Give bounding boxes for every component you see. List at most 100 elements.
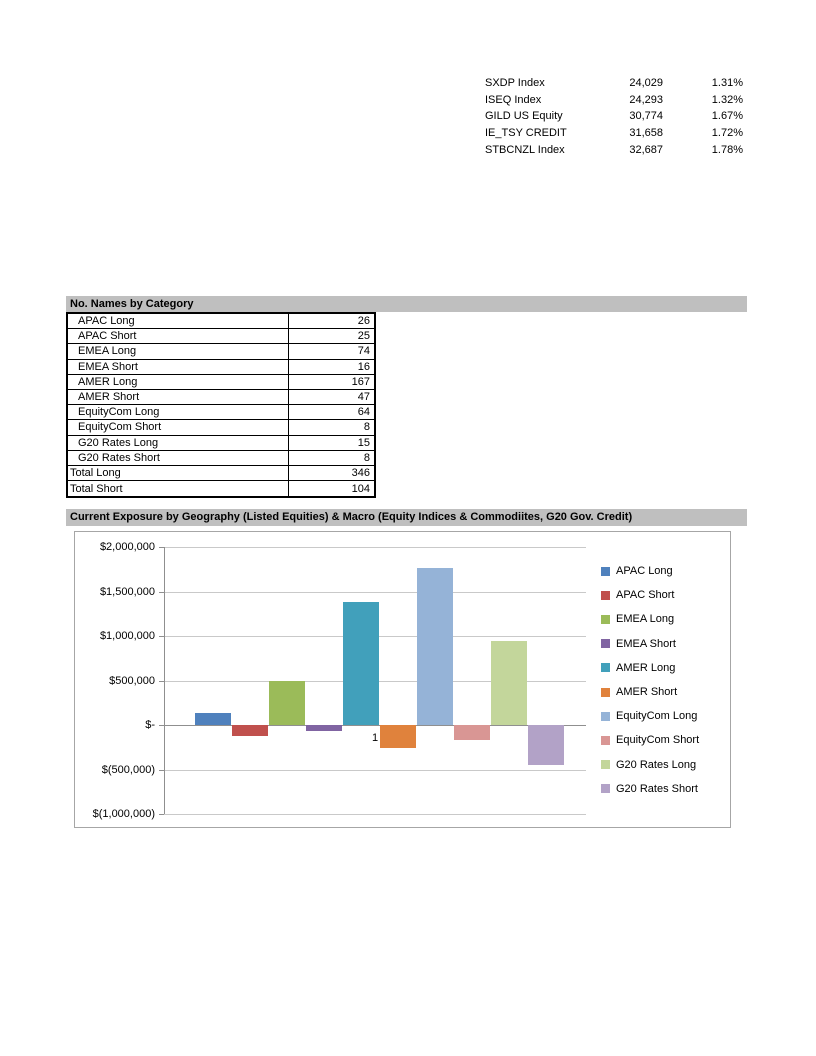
- y-axis-tick: [159, 680, 164, 682]
- legend-item: EMEA Short: [601, 632, 699, 656]
- y-axis-tick: [159, 636, 164, 637]
- index-percent: 1.67%: [711, 110, 743, 123]
- chart-legend: APAC Long APAC Short EMEA Long EMEA Short AM…: [601, 559, 699, 801]
- legend-label: EMEA Long: [616, 613, 675, 626]
- y-tick-label: $1,000,000: [99, 630, 155, 642]
- legend-item: G20 Rates Short: [601, 777, 699, 801]
- index-value: 30,774: [629, 110, 663, 123]
- legend-label: EquityCom Short: [616, 734, 700, 747]
- y-axis-line: [164, 547, 165, 814]
- legend-label: AMER Long: [616, 661, 676, 674]
- y-tick-label: $-: [145, 719, 155, 731]
- category-label: AMER Long: [78, 375, 138, 388]
- category-label: EMEA Long: [78, 345, 137, 358]
- category-label: EquityCom Long: [78, 406, 160, 419]
- index-row: IE_TSY CREDIT 31,658 1.72%: [485, 125, 743, 142]
- legend-swatch: [601, 663, 610, 673]
- y-tick-label: $500,000: [109, 674, 155, 687]
- category-label: APAC Long: [78, 315, 135, 328]
- legend-item: APAC Long: [601, 559, 699, 583]
- category-label: EquityCom Short: [78, 421, 162, 434]
- index-value: 32,687: [629, 143, 663, 156]
- legend-item: AMER Short: [601, 680, 699, 704]
- y-axis-tick: [159, 591, 164, 593]
- y-grid-line: [164, 547, 586, 548]
- y-tick-label: $(1,000,000): [92, 808, 155, 820]
- legend-label: G20 Rates Long: [616, 758, 697, 771]
- index-row: GILD US Equity 30,774 1.67%: [485, 108, 743, 125]
- index-percent: 1.72%: [711, 127, 743, 140]
- legend-label: EMEA Short: [616, 637, 676, 650]
- index-percent: 1.32%: [711, 93, 743, 106]
- index-row: SXDP Index 24,029 1.31%: [485, 75, 743, 92]
- category-row: AMER Long 167: [68, 374, 374, 390]
- legend-label: EquityCom Long: [616, 710, 698, 723]
- category-row: Total Long 346: [68, 465, 374, 482]
- category-row: AMER Short 47: [68, 389, 374, 406]
- index-label: STBCNZL Index: [485, 143, 565, 156]
- y-grid-line: [164, 591, 586, 593]
- legend-swatch: [601, 735, 610, 745]
- legend-swatch: [601, 760, 610, 770]
- category-count: 16: [288, 359, 374, 374]
- exposure-bar-chart: $2,000,000 $1,500,000 $1,000,000 $500,000 $-…: [74, 531, 731, 828]
- legend-swatch: [601, 639, 610, 649]
- names-table-header: No. Names by Category: [66, 296, 747, 312]
- category-count: 74: [288, 344, 374, 359]
- index-label: GILD US Equity: [485, 110, 563, 123]
- category-label: Total Long: [70, 466, 121, 479]
- category-row: EquityCom Short 8: [68, 420, 374, 436]
- category-label: APAC Short: [78, 330, 137, 343]
- legend-swatch: [601, 614, 610, 624]
- category-label: G20 Rates Short: [78, 451, 160, 464]
- index-percent: 1.31%: [711, 77, 743, 90]
- legend-swatch: [601, 784, 610, 794]
- index-value: 24,029: [629, 77, 663, 90]
- category-label: G20 Rates Long: [78, 436, 159, 449]
- category-row: Total Short 104: [68, 481, 374, 497]
- y-axis-tick: [159, 769, 164, 771]
- category-row: EMEA Long 74: [68, 344, 374, 360]
- index-row: ISEQ Index 24,293 1.32%: [485, 92, 743, 109]
- index-percent: 1.78%: [711, 143, 743, 156]
- category-count: 104: [288, 481, 374, 497]
- category-row: EquityCom Long 64: [68, 405, 374, 421]
- bar-amer-long: [342, 602, 379, 725]
- bar-g20-rates-short: [527, 725, 564, 766]
- y-tick-label: $(500,000): [101, 763, 155, 776]
- index-row: STBCNZL Index 32,687 1.78%: [485, 141, 743, 158]
- index-label: ISEQ Index: [485, 93, 542, 106]
- legend-label: AMER Short: [616, 686, 678, 699]
- category-row: EMEA Short 16: [68, 359, 374, 375]
- y-grid-line: [164, 769, 586, 771]
- bar-amer-short: [379, 725, 416, 748]
- legend-item: EquityCom Short: [601, 728, 699, 752]
- y-tick-label: $2,000,000: [99, 541, 155, 553]
- legend-item: AMER Long: [601, 656, 699, 680]
- category-count: 167: [288, 374, 374, 389]
- y-axis-tick: [159, 547, 164, 548]
- names-by-category-table: APAC Long 26 APAC Short 25 EMEA Long 74 EMEA S…: [66, 312, 376, 499]
- category-label: EMEA Short: [78, 360, 138, 373]
- category-row: APAC Long 26: [68, 314, 374, 330]
- category-count: 26: [288, 314, 374, 329]
- y-axis-tick: [159, 814, 164, 815]
- y-axis-tick: [159, 725, 164, 726]
- legend-swatch: [601, 566, 610, 576]
- legend-label: APAC Long: [616, 565, 673, 578]
- bar-emea-short: [305, 725, 342, 731]
- x-axis-category-label: 1: [371, 732, 379, 744]
- y-grid-line: [164, 814, 586, 815]
- legend-item: G20 Rates Long: [601, 753, 699, 777]
- index-table: SXDP Index 24,029 1.31% ISEQ Index 24,293 1.3…: [485, 75, 743, 158]
- zero-axis-line: [164, 725, 586, 726]
- chart-section-header: Current Exposure by Geography (Listed Eq…: [66, 509, 747, 526]
- legend-label: G20 Rates Short: [616, 782, 698, 795]
- index-value: 24,293: [629, 93, 663, 106]
- index-value: 31,658: [629, 127, 663, 140]
- category-count: 8: [288, 450, 374, 465]
- category-row: APAC Short 25: [68, 329, 374, 345]
- category-count: 346: [288, 465, 374, 481]
- bar-apac-short: [231, 725, 268, 736]
- legend-item: EquityCom Long: [601, 704, 699, 728]
